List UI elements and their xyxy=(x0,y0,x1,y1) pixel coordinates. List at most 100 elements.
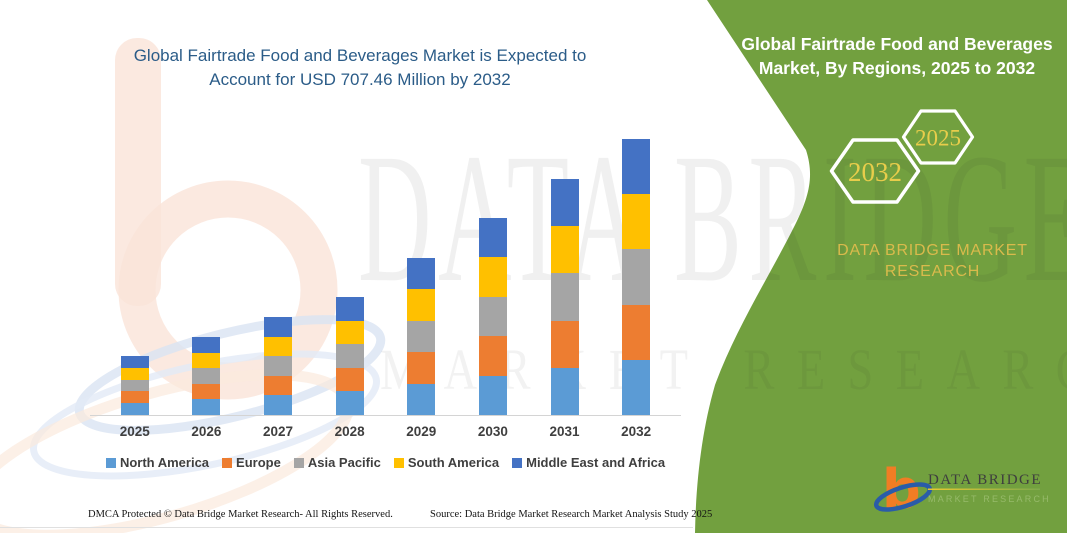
logo-name-text: DATA BRIDGE xyxy=(928,472,1042,488)
bar-stack-2032 xyxy=(622,139,651,415)
bar-column-2031 xyxy=(529,0,601,415)
footer-dmca-text: DMCA Protected © Data Bridge Market Rese… xyxy=(88,509,393,520)
chart-title-line1: Global Fairtrade Food and Beverages Mark… xyxy=(133,46,587,65)
side-panel-title: Global Fairtrade Food and Beverages Mark… xyxy=(727,32,1067,80)
bar-segment-europe xyxy=(335,367,364,392)
bar-segment-europe xyxy=(120,391,149,404)
bar-segment-south-america xyxy=(622,194,651,250)
bottom-divider-line xyxy=(0,527,693,528)
bar-segment-europe xyxy=(264,375,293,396)
bar-segment-south-america xyxy=(335,320,364,345)
bar-chart-plot-area xyxy=(99,0,672,415)
bar-segment-south-america xyxy=(550,226,579,274)
bar-segment-middle-east-and-africa xyxy=(550,179,579,227)
bar-segment-asia-pacific xyxy=(550,273,579,321)
bar-stack-2026 xyxy=(192,337,221,415)
bar-segment-europe xyxy=(550,320,579,368)
bar-stack-2030 xyxy=(478,218,507,415)
bar-column-2030 xyxy=(457,0,529,415)
hexagon-2025-label: 2025 xyxy=(915,126,961,151)
hexagon-2032-label: 2032 xyxy=(848,157,902,187)
green-panel-shape xyxy=(695,0,1067,533)
bar-segment-north-america xyxy=(335,391,364,415)
logo-underline xyxy=(928,488,1040,490)
footer-source-text: Source: Data Bridge Market Research Mark… xyxy=(430,509,713,520)
x-axis-label-2026: 2026 xyxy=(191,424,222,439)
bar-stack-2031 xyxy=(550,179,579,415)
hexagon-2032-icon xyxy=(829,138,921,204)
x-axis-label-2031: 2031 xyxy=(549,424,580,439)
bar-segment-north-america xyxy=(120,403,149,415)
x-axis-label-2032: 2032 xyxy=(621,424,652,439)
bar-segment-asia-pacific xyxy=(622,249,651,305)
bar-segment-south-america xyxy=(407,289,436,321)
brand-text-line2: RESEARCH xyxy=(884,263,981,280)
legend-label: Asia Pacific xyxy=(307,455,381,470)
bar-stack-2028 xyxy=(335,297,364,415)
legend-item-europe: Europe xyxy=(222,455,281,470)
bar-segment-asia-pacific xyxy=(120,379,149,392)
bar-segment-north-america xyxy=(622,359,651,415)
legend-item-north-america: North America xyxy=(105,455,209,470)
x-axis-label-2030: 2030 xyxy=(477,424,508,439)
legend-item-south-america: South America xyxy=(393,455,500,470)
hexagon-2025-icon xyxy=(901,109,975,165)
bar-column-2028 xyxy=(314,0,386,415)
side-panel-brand-text: DATA BRIDGE MARKET RESEARCH xyxy=(790,240,1067,282)
bar-segment-middle-east-and-africa xyxy=(478,218,507,258)
bar-segment-south-america xyxy=(264,336,293,357)
legend-swatch-icon xyxy=(105,457,116,468)
bar-segment-middle-east-and-africa xyxy=(192,337,221,353)
bar-column-2026 xyxy=(171,0,243,415)
bar-stack-2029 xyxy=(407,258,436,415)
bar-column-2027 xyxy=(242,0,314,415)
bar-segment-asia-pacific xyxy=(192,368,221,384)
legend-label: South America xyxy=(407,455,500,470)
x-axis-line xyxy=(90,415,681,416)
x-axis-labels: 2025 2026 2027 2028 2029 2030 2031 2032 xyxy=(99,424,672,439)
x-axis-label-2027: 2027 xyxy=(263,424,294,439)
x-axis-label-2028: 2028 xyxy=(334,424,365,439)
bar-segment-south-america xyxy=(478,257,507,297)
bar-segment-europe xyxy=(478,336,507,376)
side-panel-title-line2: Market, By Regions, 2025 to 2032 xyxy=(758,58,1036,78)
bar-segment-south-america xyxy=(120,367,149,380)
bar-segment-europe xyxy=(622,304,651,360)
bar-segment-asia-pacific xyxy=(264,356,293,376)
bar-column-2032 xyxy=(600,0,672,415)
bar-segment-europe xyxy=(407,352,436,384)
side-panel-title-line1: Global Fairtrade Food and Beverages xyxy=(741,34,1053,54)
bar-segment-south-america xyxy=(192,352,221,369)
chart-title-line2: Account for USD 707.46 Million by 2032 xyxy=(209,70,511,89)
x-axis-label-2025: 2025 xyxy=(119,424,150,439)
bar-segment-middle-east-and-africa xyxy=(407,258,436,290)
bar-segment-north-america xyxy=(407,383,436,415)
chart-legend: North America Europe Asia Pacific South Ame… xyxy=(90,455,681,470)
legend-swatch-icon xyxy=(393,457,404,468)
bar-stack-2025 xyxy=(120,356,149,415)
legend-swatch-icon xyxy=(222,457,233,468)
legend-label: Europe xyxy=(236,455,281,470)
bar-segment-asia-pacific xyxy=(407,320,436,353)
bar-segment-north-america xyxy=(264,395,293,415)
logo-sub-text: MARKET RESEARCH xyxy=(928,494,1051,504)
bar-segment-north-america xyxy=(192,399,221,415)
legend-swatch-icon xyxy=(512,457,523,468)
hexagon-year-badges: 2032 2025 xyxy=(829,109,975,204)
legend-label: Middle East and Africa xyxy=(526,455,666,470)
chart-title: Global Fairtrade Food and Beverages Mark… xyxy=(60,44,660,92)
bar-segment-europe xyxy=(192,383,221,400)
legend-item-middle-east-and-africa: Middle East and Africa xyxy=(512,455,665,470)
legend-swatch-icon xyxy=(293,457,304,468)
bar-segment-north-america xyxy=(550,367,579,415)
bar-segment-asia-pacific xyxy=(478,296,507,337)
bar-segment-middle-east-and-africa xyxy=(622,139,651,195)
bar-segment-middle-east-and-africa xyxy=(120,356,149,368)
data-bridge-logo: b DATA BRIDGE MARKET RESEARCH xyxy=(873,458,1051,521)
logo-swoosh-icon xyxy=(873,482,933,512)
bar-segment-middle-east-and-africa xyxy=(264,317,293,337)
bar-segment-middle-east-and-africa xyxy=(335,297,364,321)
bar-segment-north-america xyxy=(478,375,507,415)
